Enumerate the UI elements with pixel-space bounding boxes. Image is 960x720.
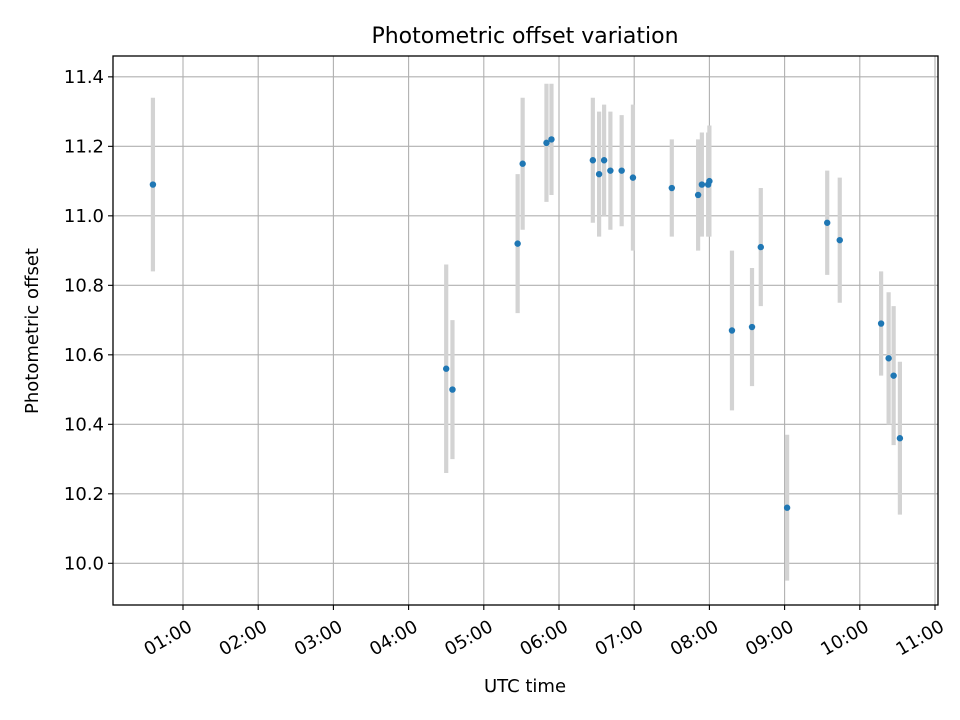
data-point [618, 167, 625, 174]
y-tick-label: 10.2 [64, 484, 104, 505]
data-point [600, 157, 608, 164]
data-point [449, 386, 456, 393]
data-point [589, 157, 597, 164]
y-tick-label: 11.2 [64, 136, 104, 157]
chart-title: Photometric offset variation [371, 24, 678, 49]
data-point [514, 240, 521, 247]
data-point [519, 160, 526, 167]
data-point [706, 177, 713, 185]
plot-frame [112, 55, 939, 606]
data-point [885, 355, 892, 362]
data-point [149, 181, 157, 188]
data-point [877, 320, 885, 327]
data-point [728, 327, 736, 334]
data-point [595, 170, 603, 178]
y-tick-label: 11.0 [64, 206, 104, 227]
y-tick-label: 11.4 [64, 67, 104, 88]
x-axis-label: UTC time [484, 676, 566, 697]
data-point [890, 372, 897, 379]
data-point [443, 365, 450, 372]
data-point [836, 236, 843, 244]
data-point [896, 435, 904, 442]
data-point [757, 243, 764, 251]
y-tick-label: 10.6 [64, 345, 104, 366]
data-point [543, 139, 550, 147]
data-point [607, 167, 614, 174]
y-tick-label: 10.0 [64, 553, 104, 574]
data-points [149, 136, 904, 511]
data-point [824, 219, 831, 226]
y-axis-label: Photometric offset [22, 248, 43, 414]
data-point [748, 323, 756, 331]
data-point [629, 174, 637, 181]
data-point [698, 181, 706, 188]
y-axis-ticks: 10.0 10.2 10.4 10.6 10.8 11.0 11.2 11.4 [64, 67, 113, 574]
y-tick-label: 10.8 [64, 275, 104, 296]
data-point [783, 504, 791, 511]
data-point [548, 136, 555, 143]
grid [113, 56, 938, 605]
data-point [694, 191, 702, 199]
data-point [668, 184, 675, 192]
y-tick-label: 10.4 [64, 414, 104, 435]
